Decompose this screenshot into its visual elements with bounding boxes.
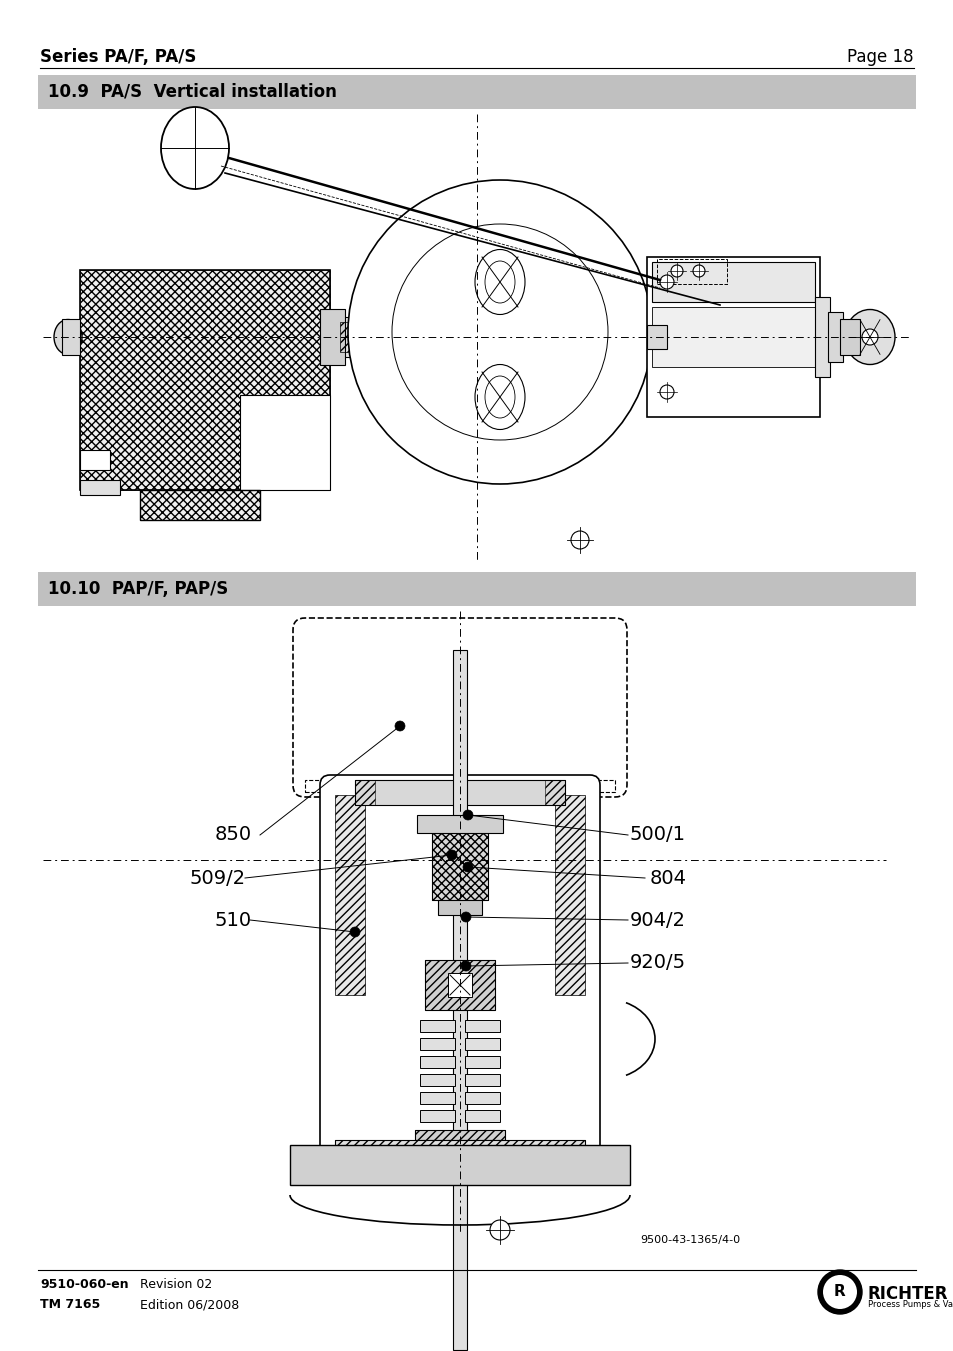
Bar: [437, 900, 481, 915]
Bar: [453, 650, 467, 1350]
Bar: [448, 973, 472, 997]
Bar: [38, 76, 915, 109]
Bar: [80, 480, 120, 494]
Bar: [319, 309, 345, 365]
Circle shape: [447, 850, 456, 861]
Bar: [335, 1140, 584, 1170]
FancyBboxPatch shape: [293, 617, 626, 797]
Bar: [416, 815, 502, 834]
Text: 500/1: 500/1: [629, 825, 685, 844]
Bar: [820, 330, 840, 345]
Circle shape: [692, 265, 704, 277]
Circle shape: [395, 721, 405, 731]
Bar: [464, 1074, 499, 1086]
Bar: [646, 257, 820, 417]
Circle shape: [659, 385, 673, 399]
Bar: [330, 317, 379, 357]
Circle shape: [862, 330, 877, 345]
Circle shape: [490, 1220, 510, 1240]
FancyBboxPatch shape: [319, 775, 599, 1165]
Text: 9510-060-en: 9510-060-en: [40, 1278, 129, 1292]
Circle shape: [460, 912, 471, 921]
Circle shape: [659, 276, 673, 289]
Ellipse shape: [475, 250, 524, 315]
Bar: [837, 332, 849, 342]
Text: TM 7165: TM 7165: [40, 1298, 100, 1310]
Bar: [339, 322, 370, 353]
Bar: [419, 1038, 455, 1050]
Text: 10.10  PAP/F, PAP/S: 10.10 PAP/F, PAP/S: [48, 580, 228, 598]
Bar: [432, 820, 488, 900]
Bar: [464, 1038, 499, 1050]
Bar: [814, 297, 829, 377]
Ellipse shape: [844, 309, 894, 365]
Bar: [464, 1092, 499, 1104]
Text: RICHTER: RICHTER: [867, 1285, 947, 1302]
Bar: [544, 780, 564, 805]
Bar: [651, 307, 814, 367]
Bar: [840, 319, 859, 355]
Bar: [140, 490, 260, 520]
Ellipse shape: [475, 365, 524, 430]
Bar: [419, 1056, 455, 1069]
Text: 9500-43-1365/4-0: 9500-43-1365/4-0: [639, 1235, 740, 1246]
Bar: [464, 1111, 499, 1121]
Ellipse shape: [54, 319, 82, 354]
Bar: [657, 259, 726, 284]
Bar: [464, 1056, 499, 1069]
Bar: [80, 270, 330, 490]
Bar: [355, 780, 375, 805]
Circle shape: [462, 862, 473, 871]
Bar: [355, 780, 564, 805]
Bar: [305, 780, 615, 792]
Bar: [240, 394, 330, 490]
Text: 850: 850: [214, 825, 252, 844]
Bar: [419, 1092, 455, 1104]
Circle shape: [822, 1275, 856, 1309]
Bar: [415, 1129, 504, 1140]
Text: Process Pumps & Valves: Process Pumps & Valves: [867, 1300, 953, 1309]
Bar: [424, 961, 495, 1011]
Bar: [80, 270, 330, 490]
Bar: [38, 571, 915, 607]
Bar: [335, 1140, 584, 1170]
Circle shape: [670, 265, 682, 277]
Bar: [651, 262, 814, 303]
Text: 510: 510: [214, 911, 252, 929]
Circle shape: [462, 811, 473, 820]
Bar: [290, 1146, 629, 1185]
Bar: [415, 1129, 504, 1140]
Bar: [555, 794, 584, 994]
Bar: [464, 1020, 499, 1032]
Text: Series PA/F, PA/S: Series PA/F, PA/S: [40, 49, 196, 66]
Circle shape: [348, 180, 651, 484]
Bar: [419, 1074, 455, 1086]
Text: 904/2: 904/2: [629, 911, 685, 929]
Text: 509/2: 509/2: [190, 869, 246, 888]
Bar: [827, 312, 842, 362]
Text: 920/5: 920/5: [629, 954, 685, 973]
Text: 804: 804: [649, 869, 686, 888]
Bar: [646, 326, 666, 349]
Text: R: R: [833, 1285, 845, 1300]
Text: Page 18: Page 18: [846, 49, 913, 66]
Circle shape: [571, 531, 588, 549]
Bar: [335, 794, 365, 994]
Bar: [62, 319, 80, 355]
Circle shape: [817, 1270, 862, 1315]
Bar: [370, 315, 390, 359]
Text: 10.9  PA/S  Vertical installation: 10.9 PA/S Vertical installation: [48, 82, 336, 101]
Ellipse shape: [161, 107, 229, 189]
Bar: [80, 450, 110, 470]
Circle shape: [460, 961, 471, 971]
Circle shape: [350, 927, 359, 938]
Bar: [419, 1020, 455, 1032]
Bar: [419, 1111, 455, 1121]
Bar: [424, 961, 495, 1011]
Text: Edition 06/2008: Edition 06/2008: [140, 1298, 239, 1310]
Text: Revision 02: Revision 02: [140, 1278, 212, 1292]
Bar: [140, 490, 260, 520]
Bar: [432, 820, 488, 900]
